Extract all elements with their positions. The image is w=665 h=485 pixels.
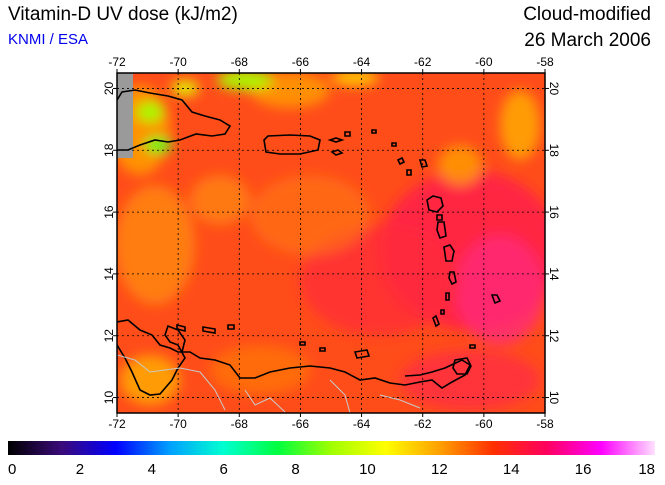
colorbar-labels: 0 2 4 6 8 10 12 14 16 18 [8, 461, 655, 478]
lon-tick-label-top: -70 [169, 55, 187, 69]
lon-tick-label-top: -72 [108, 55, 126, 69]
lat-tick-label-left: 10 [102, 391, 116, 405]
lon-tick-label-top: -66 [292, 55, 310, 69]
axis-ticks: -72 -72 -70 -70 -68 -68 -66 -66 -64 -64 -62 -62 -60 -… [102, 55, 561, 431]
colorbar-tick-label: 18 [638, 461, 655, 478]
lon-tick-label-bottom: -64 [353, 417, 371, 431]
colorbar [8, 441, 655, 455]
borders [117, 354, 421, 413]
colorbar-tick-label: 6 [219, 461, 227, 478]
lon-tick-label-bottom: -70 [169, 417, 187, 431]
lat-tick-label-left: 12 [102, 329, 116, 343]
map-frame [116, 72, 546, 414]
lon-tick-label-bottom: -62 [414, 417, 432, 431]
missing-data-block [117, 73, 133, 158]
colorbar-tick-label: 8 [291, 461, 299, 478]
lat-tick-label-left: 20 [102, 81, 116, 95]
lat-tick-label-right: 12 [547, 329, 561, 343]
colorbar-tick-label: 2 [76, 461, 84, 478]
lon-tick-label-top: -62 [414, 55, 432, 69]
lat-tick-label-left: 18 [102, 143, 116, 157]
colorbar-tick-label: 14 [503, 461, 520, 478]
lat-tick-label-right: 16 [547, 205, 561, 219]
uv-dose-field [117, 73, 545, 413]
lon-tick-label-top: -60 [475, 55, 493, 69]
lon-tick-label-bottom: -72 [108, 417, 126, 431]
data-source-label: KNMI / ESA [8, 31, 89, 48]
lat-tick-label-left: 14 [102, 267, 116, 281]
lat-tick-label-right: 10 [547, 391, 561, 405]
lon-tick-label-bottom: -58 [536, 417, 554, 431]
lon-tick-label-top: -64 [353, 55, 371, 69]
lat-tick-label-right: 18 [547, 144, 561, 158]
colorbar-tick-label: 12 [431, 461, 448, 478]
lat-tick-label-right: 20 [547, 82, 561, 96]
colorbar-tick-label: 10 [359, 461, 376, 478]
lon-tick-label-top: -68 [231, 55, 249, 69]
lon-tick-label-bottom: -68 [231, 417, 249, 431]
gridlines [117, 73, 545, 413]
lon-tick-label-bottom: -60 [475, 417, 493, 431]
colorbar-tick-label: 0 [8, 461, 16, 478]
lon-tick-label-top: -58 [536, 55, 554, 69]
date-label: 26 March 2006 [524, 30, 651, 51]
colorbar-tick-label: 4 [148, 461, 156, 478]
lat-tick-label-right: 14 [547, 267, 561, 281]
coastlines [117, 89, 502, 396]
product-label: Cloud-modified [523, 4, 651, 25]
lon-tick-label-bottom: -66 [292, 417, 310, 431]
lat-tick-label-left: 16 [102, 205, 116, 219]
map-title: Vitamin-D UV dose (kJ/m2) [8, 4, 238, 25]
colorbar-tick-label: 16 [575, 461, 592, 478]
